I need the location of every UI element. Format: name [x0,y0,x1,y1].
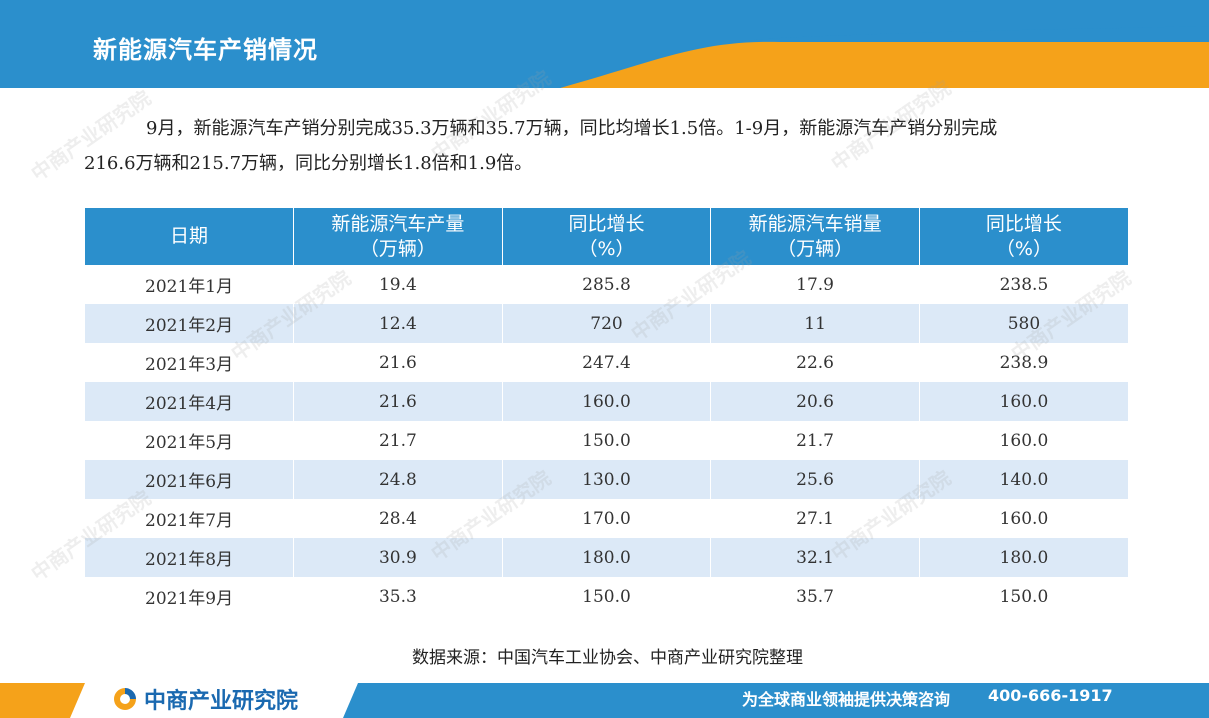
cell-sales-growth: 150.0 [999,586,1049,607]
cell-sales-growth: 140.0 [919,460,1128,499]
header-sales-unit: （万辆） [777,237,854,260]
header-banner: 新能源汽车产销情况 [0,0,1209,88]
cell-sales: 25.6 [710,460,920,499]
cell-date: 2021年5月 [85,421,295,460]
header-production-growth: 同比增长 （%） [502,208,712,265]
data-source-note: 数据来源：中国汽车工业协会、中商产业研究院整理 [412,648,803,668]
table-row: 2021年9月 35.3 150.0 35.7 150.0 [85,577,1128,616]
cell-date: 2021年3月 [85,343,295,382]
page-title: 新能源汽车产销情况 [93,36,318,64]
cell-production: 19.4 [293,265,503,304]
cell-production-growth: 170.0 [502,499,712,538]
header-production-growth-label: 同比增长 [568,212,645,235]
header-production-growth-unit: （%） [578,237,635,260]
cell-sales: 11 [710,304,920,343]
table-row: 2021年5月 21.7 150.0 21.7 160.0 [85,421,1128,460]
cell-sales: 17.9 [710,265,920,304]
cell-sales-growth: 238.5 [999,274,1049,295]
cell-sales: 27.1 [710,499,920,538]
header-sales-label: 新能源汽车销量 [748,212,882,235]
logo-text: 中商产业研究院 [144,689,299,714]
cell-production: 21.6 [293,343,503,382]
cell-production: 21.6 [293,382,503,421]
cell-production-growth: 180.0 [502,538,712,577]
cell-production: 35.3 [293,577,503,616]
cell-sales-growth: 238.9 [999,352,1049,373]
cell-sales-growth: 160.0 [999,508,1049,529]
intro-paragraph: 9月，新能源汽车产销分别完成35.3万辆和35.7万辆，同比均增长1.5倍。1-… [84,111,1144,181]
footer-background [0,683,1209,718]
intro-line-2: 216.6万辆和215.7万辆，同比分别增长1.8倍和1.9倍。 [84,153,533,174]
header-sales-growth-label: 同比增长 [985,212,1062,235]
data-table-container: 日期 新能源汽车产量 （万辆） 同比增长 （%） 新能源汽车销量 （万辆） 同比增长（… [85,208,1128,616]
cell-date: 2021年2月 [85,304,295,343]
cell-production-growth: 160.0 [502,382,712,421]
header-sales-growth-unit: （%） [995,237,1052,260]
cell-production-growth: 720 [502,304,712,343]
cell-production-growth: 247.4 [502,343,712,382]
cell-sales: 32.1 [710,538,920,577]
cell-sales: 20.6 [710,382,920,421]
table-row: 2021年2月 12.4 720 11 580 [85,304,1128,343]
askci-logo-icon [114,688,136,710]
data-table: 日期 新能源汽车产量 （万辆） 同比增长 （%） 新能源汽车销量 （万辆） 同比增长（… [85,208,1128,616]
table-header-row: 日期 新能源汽车产量 （万辆） 同比增长 （%） 新能源汽车销量 （万辆） 同比增长（… [85,208,1128,265]
cell-date: 2021年6月 [85,460,295,499]
table-row: 2021年6月 24.8 130.0 25.6 140.0 [85,460,1128,499]
cell-sales-growth: 180.0 [919,538,1128,577]
header-date: 日期 [85,208,295,265]
cell-date: 2021年8月 [85,538,295,577]
cell-date: 2021年7月 [85,499,295,538]
cell-production: 30.9 [293,538,503,577]
cell-sales: 22.6 [710,343,920,382]
cell-production-growth: 150.0 [502,577,712,616]
cell-production-growth: 130.0 [502,460,712,499]
cell-sales: 21.7 [710,421,920,460]
header-production-label: 新能源汽车产量 [331,212,465,235]
cell-date: 2021年1月 [85,265,295,304]
cell-production-growth: 285.8 [502,265,712,304]
header-production: 新能源汽车产量 （万辆） [293,208,503,265]
cell-sales: 35.7 [710,577,920,616]
header-background [0,0,1209,88]
cell-production: 21.7 [293,421,503,460]
footer-bar [0,683,1209,718]
cell-sales-growth: 160.0 [999,430,1049,451]
intro-line-1: 9月，新能源汽车产销分别完成35.3万辆和35.7万辆，同比均增长1.5倍。1-… [146,118,998,139]
header-date-label: 日期 [170,225,209,247]
table-row: 2021年1月 19.4 285.8 17.9 238.5 [85,265,1128,304]
table-row: 2021年8月 30.9 180.0 32.1 180.0 [85,538,1128,577]
cell-production: 24.8 [293,460,503,499]
header-sales: 新能源汽车销量 （万辆） [710,208,920,265]
header-production-unit: （万辆） [359,237,436,260]
footer-logo: 中商产业研究院 [112,684,298,714]
cell-sales-growth: 160.0 [919,382,1128,421]
cell-date: 2021年4月 [85,382,295,421]
cell-production-growth: 150.0 [502,421,712,460]
table-row: 2021年3月 21.6 247.4 22.6 238.9 [85,343,1128,382]
table-row: 2021年4月 21.6 160.0 20.6 160.0 [85,382,1128,421]
cell-production: 12.4 [293,304,503,343]
footer-phone: 400-666-1917 [988,686,1113,705]
cell-production: 28.4 [293,499,503,538]
footer-slogan: 为全球商业领袖提供决策咨询 [742,690,951,709]
cell-date: 2021年9月 [85,577,295,616]
cell-sales-growth: 580 [919,304,1128,343]
table-row: 2021年7月 28.4 170.0 27.1 160.0 [85,499,1128,538]
header-sales-growth: 同比增长 （%） [919,208,1128,265]
